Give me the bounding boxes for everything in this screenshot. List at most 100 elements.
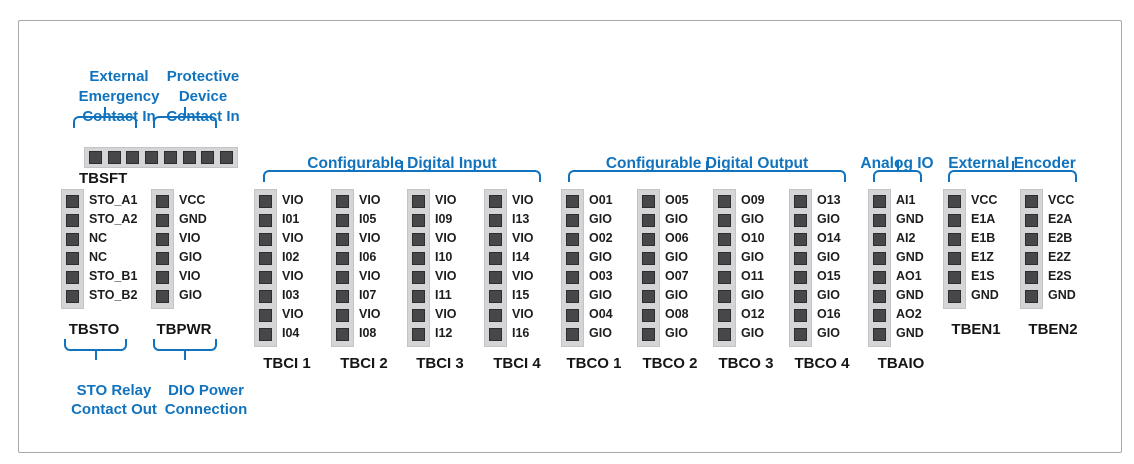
block-name: TBCO 3: [718, 355, 774, 372]
pin-icon: [718, 309, 731, 322]
pin-labels: VIO I01 VIO I02 VIO I03 VIO I04: [282, 191, 304, 343]
pin-icon: [336, 271, 349, 284]
pin-icon: [489, 195, 502, 208]
bracket-stem: [184, 107, 186, 116]
pin-icon: [948, 252, 961, 265]
pin-icon: [948, 233, 961, 246]
pin-label: O10: [741, 231, 765, 245]
pin-label: GIO: [741, 288, 764, 302]
pin-label: GND: [896, 212, 924, 226]
pin-icon: [1025, 233, 1038, 246]
block-name: TBCO 4: [794, 355, 850, 372]
pin-row: [869, 306, 890, 325]
pin-row: [408, 306, 429, 325]
pin-icon: [259, 233, 272, 246]
pin-labels: O09 GIO O10 GIO O11 GIO O12 GIO: [741, 191, 765, 343]
bracket-stem: [896, 161, 899, 170]
pin-labels: STO_A1 STO_A2 NC NC STO_B1 STO_B2: [89, 191, 137, 305]
pin-label: STO_A1: [89, 193, 138, 207]
block-name: TBCI 1: [263, 355, 311, 372]
pin-row: [638, 249, 659, 268]
pin-row: [714, 325, 735, 344]
callout-line: Protective: [166, 68, 240, 85]
pin-labels: VCC E2A E2B E2Z E2S GND: [1048, 191, 1076, 305]
pin-strip: [637, 189, 660, 347]
pin-label: GIO: [817, 212, 840, 226]
bracket-stem: [104, 107, 106, 116]
pin-label: O06: [665, 231, 689, 245]
callout-line: Contact Out: [71, 401, 157, 418]
pin-icon: [873, 309, 886, 322]
pin-label: O16: [817, 307, 841, 321]
callout-line: Connection: [164, 401, 248, 418]
pin-row: [152, 211, 173, 230]
pin-row: [944, 268, 965, 287]
pin-label: I06: [359, 250, 377, 264]
pin-strip: [1020, 189, 1043, 309]
pin-row: [944, 211, 965, 230]
pin-row: [485, 211, 506, 230]
callout-dio-power-connection: DIO Power Connection: [151, 381, 261, 419]
pin-icon: [948, 195, 961, 208]
pin-icon: [948, 271, 961, 284]
pin-label: VIO: [512, 231, 534, 245]
pin-row: [332, 325, 353, 344]
pin-icon: [259, 195, 272, 208]
bracket-bar: [73, 116, 137, 128]
pin-row: [1021, 268, 1042, 287]
pin-label: VIO: [512, 269, 534, 283]
pin-icon: [566, 328, 579, 341]
pin-label: AI2: [896, 231, 916, 245]
pin-icon: [66, 271, 79, 284]
pin-labels: VCC GND VIO GIO VIO GIO: [179, 191, 207, 305]
pin-label: I07: [359, 288, 377, 302]
block-name: TBEN1: [951, 321, 1001, 338]
callout-line: DIO Power: [168, 382, 244, 399]
pin-icon: [336, 290, 349, 303]
pin-icon: [718, 233, 731, 246]
bracket-bar: [948, 170, 1077, 182]
pin-row: [714, 287, 735, 306]
pin-label: I05: [359, 212, 377, 226]
pin-icon: [566, 195, 579, 208]
pin-icon: [201, 151, 215, 164]
pin-labels: O13 GIO O14 GIO O15 GIO O16 GIO: [817, 191, 841, 343]
block-name: TBCI 4: [493, 355, 541, 372]
pin-strip: [713, 189, 736, 347]
pin-label: E2S: [1048, 269, 1072, 283]
pin-row: [1021, 192, 1042, 211]
pin-row: [408, 211, 429, 230]
pin-label: VIO: [359, 193, 381, 207]
pin-label: I11: [435, 288, 452, 302]
pin-row: [790, 192, 811, 211]
pin-row: [408, 325, 429, 344]
pin-label: GIO: [741, 250, 764, 264]
pin-label: GIO: [665, 212, 688, 226]
bracket-down: [263, 161, 541, 182]
block-name: TBCO 2: [642, 355, 698, 372]
pin-row: [1021, 211, 1042, 230]
pin-icon: [412, 195, 425, 208]
pin-label: VCC: [1048, 193, 1075, 207]
pin-row: [62, 230, 83, 249]
pin-row: [152, 230, 173, 249]
diagram-frame: External Emergency Contact In Protective…: [18, 20, 1122, 453]
pin-label: E1B: [971, 231, 996, 245]
pin-label: GND: [896, 288, 924, 302]
pin-row: [790, 230, 811, 249]
pin-icon: [219, 151, 233, 164]
pin-row: [790, 268, 811, 287]
callout-line: Emergency: [78, 88, 160, 105]
pin-icon: [412, 328, 425, 341]
pin-row: [638, 306, 659, 325]
pin-label: VIO: [512, 193, 534, 207]
pin-label: I14: [512, 250, 530, 264]
pin-icon: [718, 214, 731, 227]
pin-row: [255, 268, 276, 287]
pin-label: GIO: [665, 288, 688, 302]
pin-row: [485, 192, 506, 211]
pin-icon: [642, 328, 655, 341]
pin-icon: [642, 233, 655, 246]
pin-icon: [489, 271, 502, 284]
pin-row: [332, 192, 353, 211]
